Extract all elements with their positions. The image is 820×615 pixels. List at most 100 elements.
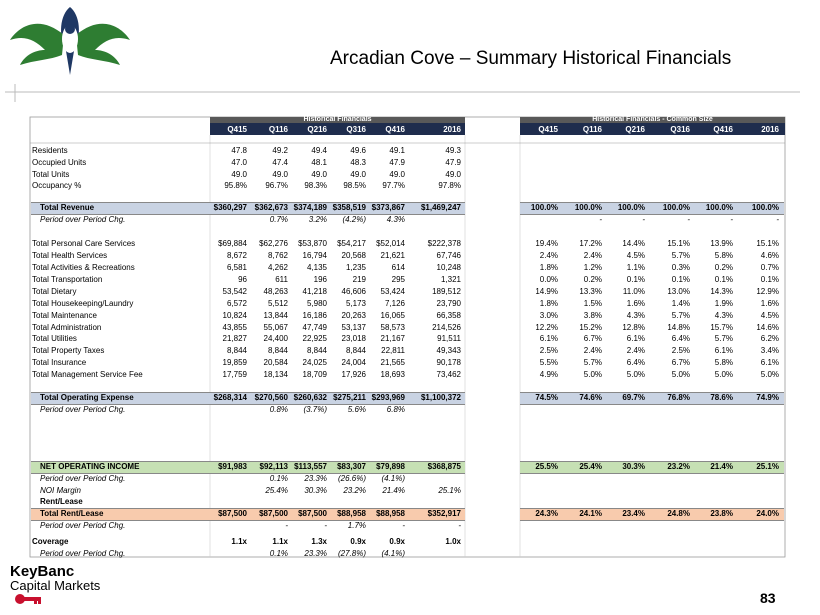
common-size-cell: - bbox=[642, 215, 645, 224]
value-cell: 49.1 bbox=[389, 146, 405, 155]
row-label: Total Insurance bbox=[32, 358, 87, 367]
column-header: Q216 bbox=[307, 125, 327, 134]
value-cell: 1.3x bbox=[311, 537, 327, 546]
value-cell: 49.0 bbox=[445, 170, 461, 179]
value-cell: - bbox=[458, 521, 461, 530]
common-size-cell: 25.4% bbox=[579, 462, 602, 471]
value-cell: 90,178 bbox=[436, 358, 461, 367]
common-size-cell: 0.2% bbox=[583, 275, 602, 284]
common-size-cell: 74.5% bbox=[535, 393, 558, 402]
value-cell: 25.4% bbox=[265, 486, 288, 495]
value-cell: 24,004 bbox=[341, 358, 366, 367]
common-size-cell: 5.7% bbox=[671, 251, 690, 260]
common-size-cell: 0.7% bbox=[760, 263, 779, 272]
common-size-cell: 0.2% bbox=[714, 263, 733, 272]
value-cell: 1.1x bbox=[272, 537, 288, 546]
value-cell: 24,025 bbox=[302, 358, 327, 367]
common-size-cell: 11.0% bbox=[622, 287, 645, 296]
value-cell: 8,844 bbox=[306, 346, 327, 355]
value-cell: 219 bbox=[352, 275, 366, 284]
value-cell: 21.4% bbox=[382, 486, 405, 495]
value-cell: 1,235 bbox=[345, 263, 366, 272]
value-cell: 47.9 bbox=[445, 158, 461, 167]
value-cell: 25.1% bbox=[438, 486, 461, 495]
common-size-cell: 2.5% bbox=[539, 346, 558, 355]
common-size-cell: 23.8% bbox=[710, 509, 733, 518]
row-label: Total Dietary bbox=[32, 287, 77, 296]
common-size-cell: 17.2% bbox=[579, 239, 602, 248]
row-label: Total Management Service Fee bbox=[32, 370, 143, 379]
value-cell: (27.8%) bbox=[337, 549, 366, 558]
value-cell: $373,867 bbox=[371, 203, 405, 212]
value-cell: $87,500 bbox=[259, 509, 288, 518]
value-cell: 67,746 bbox=[436, 251, 461, 260]
value-cell: 3.2% bbox=[308, 215, 327, 224]
value-cell: 5,173 bbox=[345, 299, 366, 308]
value-cell: $352,917 bbox=[427, 509, 461, 518]
column-header: Q416 bbox=[385, 125, 405, 134]
value-cell: 21,565 bbox=[380, 358, 405, 367]
row-label: Occupancy % bbox=[32, 181, 82, 190]
common-size-cell: 6.1% bbox=[539, 334, 558, 343]
common-size-cell: - bbox=[776, 215, 779, 224]
row-label: Residents bbox=[32, 146, 68, 155]
value-cell: $83,307 bbox=[337, 462, 366, 471]
common-size-cell: 14.8% bbox=[667, 323, 690, 332]
value-cell: $88,958 bbox=[337, 509, 366, 518]
common-size-cell: 100.0% bbox=[662, 203, 690, 212]
common-size-cell: 78.6% bbox=[710, 393, 733, 402]
common-size-cell: 24.1% bbox=[579, 509, 602, 518]
common-size-cell: 74.9% bbox=[756, 393, 779, 402]
value-cell: 18,693 bbox=[380, 370, 405, 379]
column-header: Q116 bbox=[268, 125, 288, 134]
value-cell: 49.4 bbox=[311, 146, 327, 155]
row-band bbox=[31, 392, 465, 405]
value-cell: 17,926 bbox=[341, 370, 366, 379]
value-cell: 17,759 bbox=[222, 370, 247, 379]
common-size-cell: 24.8% bbox=[667, 509, 690, 518]
row-label: Total Transportation bbox=[32, 275, 103, 284]
brand: KeyBanc bbox=[10, 563, 75, 580]
value-cell: 214,526 bbox=[432, 323, 461, 332]
value-cell: 189,512 bbox=[432, 287, 461, 296]
value-cell: $69,884 bbox=[218, 239, 247, 248]
common-size-cell: 23.4% bbox=[622, 509, 645, 518]
value-cell: 21,621 bbox=[380, 251, 405, 260]
column-header: Q415 bbox=[538, 125, 558, 134]
value-cell: 23,790 bbox=[436, 299, 461, 308]
value-cell: $53,870 bbox=[298, 239, 327, 248]
row-label: Occupied Units bbox=[32, 158, 87, 167]
value-cell: 49.0 bbox=[311, 170, 327, 179]
common-size-cell: 12.9% bbox=[756, 287, 779, 296]
value-cell: 13,844 bbox=[263, 311, 288, 320]
value-cell: 49,343 bbox=[436, 346, 461, 355]
value-cell: 47.9 bbox=[389, 158, 405, 167]
value-cell: 4,262 bbox=[267, 263, 288, 272]
logo bbox=[10, 7, 130, 75]
value-cell: 48.1 bbox=[311, 158, 327, 167]
value-cell: 23,018 bbox=[341, 334, 366, 343]
value-cell: 97.7% bbox=[382, 181, 405, 190]
row-label: Total Personal Care Services bbox=[32, 239, 136, 248]
common-size-cell: 4.3% bbox=[626, 311, 645, 320]
row-label: Total Housekeeping/Laundry bbox=[32, 299, 134, 308]
value-cell: 53,542 bbox=[222, 287, 247, 296]
common-size-cell: 25.5% bbox=[535, 462, 558, 471]
row-label: Period over Period Chg. bbox=[40, 549, 126, 558]
value-cell: (4.1%) bbox=[381, 474, 405, 483]
common-size-cell: 4.9% bbox=[539, 370, 558, 379]
value-cell: 48.3 bbox=[350, 158, 366, 167]
common-size-cell: 5.0% bbox=[714, 370, 733, 379]
common-size-cell: 12.8% bbox=[622, 323, 645, 332]
value-cell: 19,859 bbox=[222, 358, 247, 367]
value-cell: 47.4 bbox=[272, 158, 288, 167]
value-cell: 95.8% bbox=[224, 181, 247, 190]
value-cell: 0.8% bbox=[269, 405, 288, 414]
common-size-cell: 76.8% bbox=[667, 393, 690, 402]
row-label: Total Operating Expense bbox=[40, 393, 134, 402]
value-cell: 48,263 bbox=[263, 287, 288, 296]
value-cell: 41,218 bbox=[302, 287, 327, 296]
common-size-cell: 1.6% bbox=[626, 299, 645, 308]
row-label: Coverage bbox=[32, 537, 69, 546]
